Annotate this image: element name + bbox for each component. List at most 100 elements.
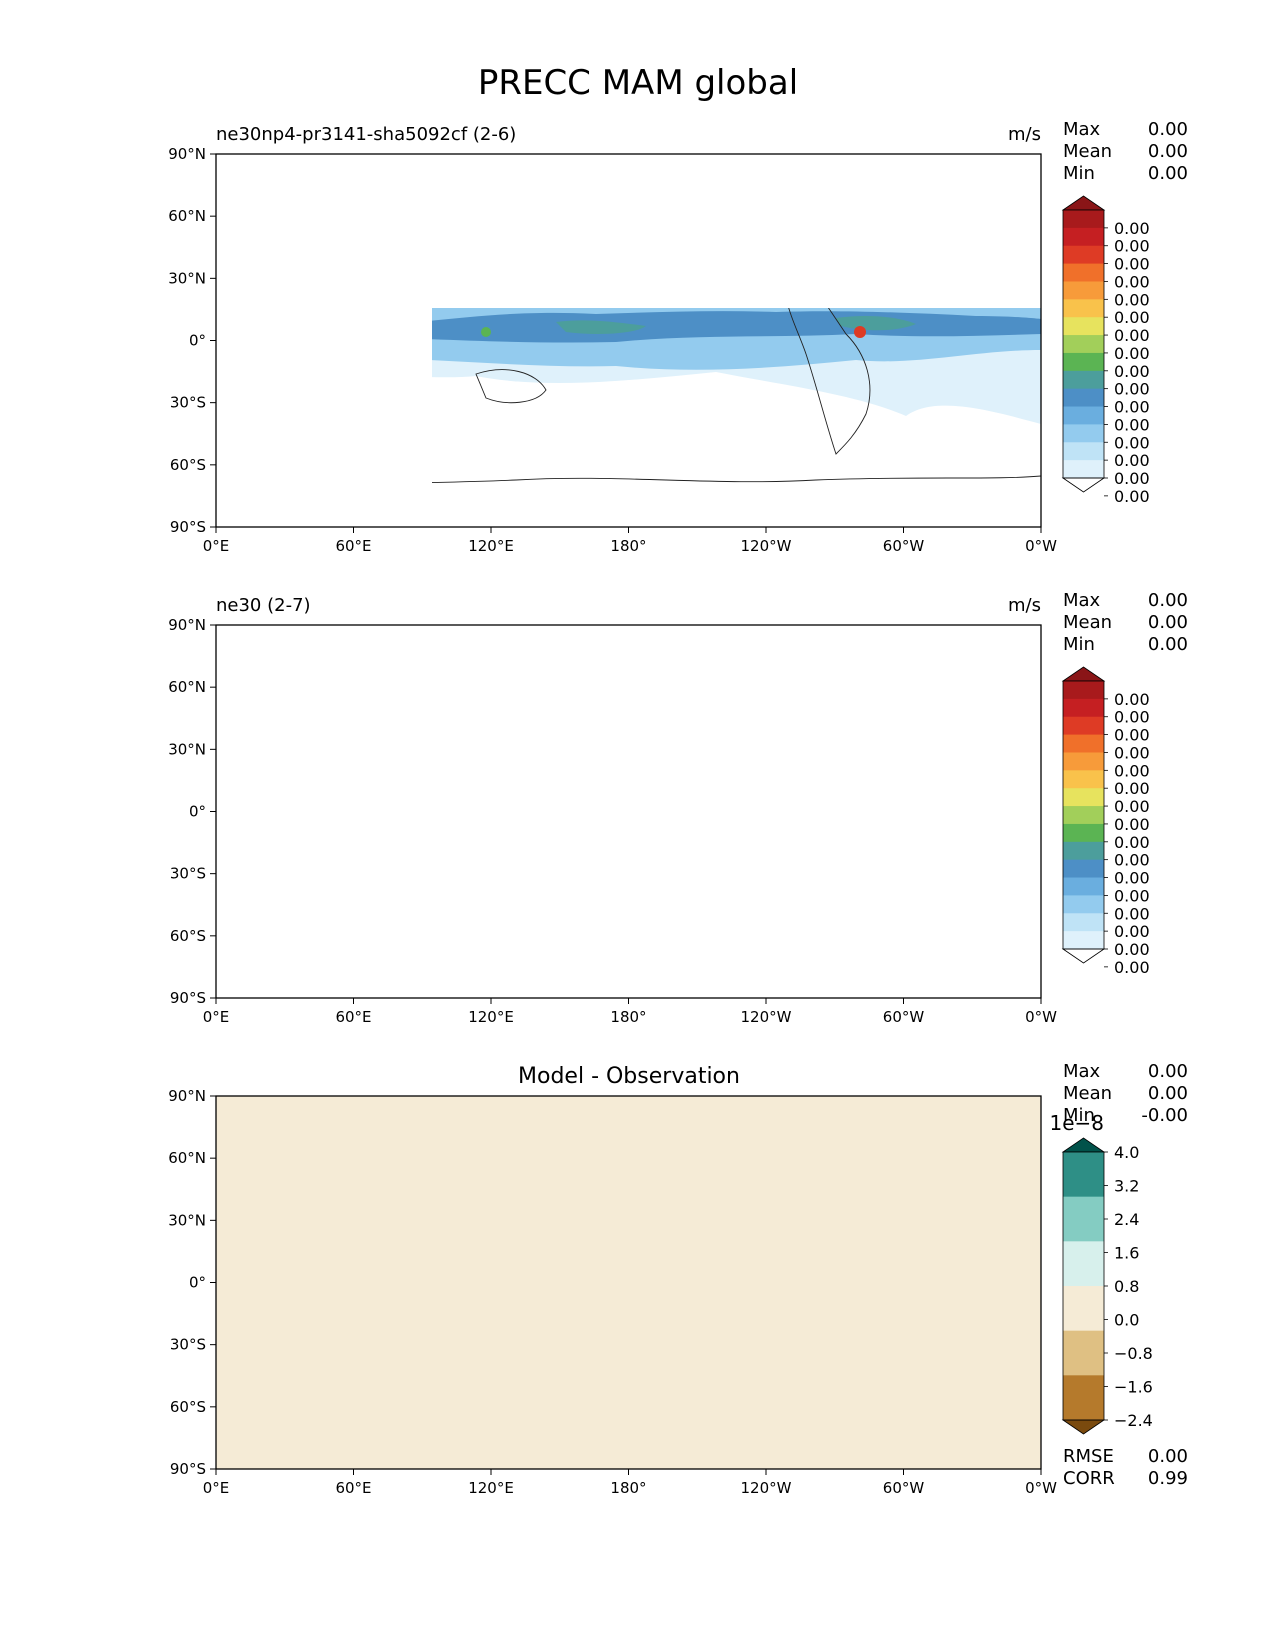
stat-mean-label: Mean [1063, 1083, 1112, 1104]
colorbar-swatch [1063, 681, 1104, 700]
colorbar-label: 0.00 [1114, 743, 1150, 762]
colorbar-label: 0.00 [1114, 815, 1150, 834]
y-tick-label: 30°S [170, 865, 206, 883]
y-tick-label: 90°N [168, 1087, 206, 1105]
x-tick-label: 120°E [468, 537, 514, 555]
colorbar-swatch [1063, 1330, 1104, 1376]
colorbar-swatch [1063, 210, 1104, 229]
stat-max-value: 0.00 [1148, 1061, 1188, 1082]
colorbar-label: 0.00 [1114, 833, 1150, 852]
colorbar-label: 0.00 [1114, 344, 1150, 363]
colorbar-extend-min [1061, 1419, 1106, 1435]
x-tick-label: 60°W [883, 1479, 925, 1497]
stat-mean-value: 0.00 [1148, 612, 1188, 633]
colorbar-label: 0.00 [1114, 398, 1150, 417]
stat-max-label: Max [1063, 119, 1101, 140]
y-tick-label: 90°S [170, 989, 206, 1007]
x-tick-label: 120°E [468, 1479, 514, 1497]
stat-min-value: 0.00 [1148, 634, 1188, 655]
colorbar-extend-min [1061, 948, 1106, 964]
colorbar-outline [1062, 680, 1105, 950]
colorbar-label: 0.00 [1114, 761, 1150, 780]
stats-block: Max 0.00 Mean 0.00 Min 0.00 [1063, 590, 1188, 655]
colorbar-label: 0.00 [1114, 886, 1150, 905]
x-tick-label: 0°W [1025, 1008, 1057, 1026]
colorbar-label: 0.00 [1114, 797, 1150, 816]
colorbar-label: 0.0 [1114, 1311, 1139, 1330]
coastlines [432, 308, 1042, 484]
stat-mean-label: Mean [1063, 141, 1112, 162]
stat-max-label: Max [1063, 590, 1101, 611]
colorbar-swatch [1063, 263, 1104, 282]
colorbar-swatch [1063, 931, 1104, 950]
colorbar-label: 0.00 [1114, 940, 1150, 959]
y-tick-label: 60°S [170, 927, 206, 945]
x-axis: 0°E 60°E 120°E 180° 120°W 60°W 0°W [203, 998, 1057, 1026]
colorbar-swatch [1063, 460, 1104, 479]
stat-min-label: Min [1063, 634, 1095, 655]
stat-max-label: Max [1063, 1061, 1101, 1082]
colorbar-extend-max [1061, 195, 1106, 211]
colorbar-swatch [1063, 770, 1104, 789]
stat-max-value: 0.00 [1148, 119, 1188, 140]
colorbar-extend-max [1061, 1137, 1106, 1153]
colorbar: 0.000.000.000.000.000.000.000.000.000.00… [1061, 666, 1150, 977]
x-tick-label: 0°W [1025, 1479, 1057, 1497]
panel-title-left: ne30np4-pr3141-sha5092cf (2-6) [216, 124, 516, 145]
y-tick-label: 30°N [168, 1211, 206, 1229]
colorbar-label: 0.00 [1114, 708, 1150, 727]
x-tick-label: 120°E [468, 1008, 514, 1026]
precip-peak-maritime [481, 327, 491, 337]
colorbar-swatch [1063, 317, 1104, 336]
precip-peak-americas [854, 326, 866, 338]
x-tick-label: 60°W [883, 537, 925, 555]
colorbar-swatch [1063, 877, 1104, 896]
stat-min-label: Min [1063, 163, 1095, 184]
colorbar-swatch [1063, 788, 1104, 807]
y-tick-label: 60°N [168, 1149, 206, 1167]
y-axis: 90°N 60°N 30°N 0° 30°S 60°S 90°S [168, 145, 216, 536]
colorbar-label: 0.8 [1114, 1277, 1139, 1296]
stat-max-value: 0.00 [1148, 590, 1188, 611]
colorbar-label: 0.00 [1114, 326, 1150, 345]
y-tick-label: 60°S [170, 456, 206, 474]
colorbar-swatch [1063, 859, 1104, 879]
colorbar-swatch [1063, 1375, 1104, 1421]
colorbar-label: 0.00 [1114, 690, 1150, 709]
y-tick-label: 30°N [168, 269, 206, 287]
y-tick-label: 90°N [168, 145, 206, 163]
x-tick-label: 180° [610, 1479, 646, 1497]
colorbar-swatch [1063, 370, 1104, 390]
colorbar-label: 0.00 [1114, 237, 1150, 256]
colorbar-swatch [1063, 281, 1104, 300]
colorbar-label: 0.00 [1114, 415, 1150, 434]
colorbar-label: 0.00 [1114, 219, 1150, 238]
colorbar-label: 0.00 [1114, 380, 1150, 399]
colorbar-label: 0.00 [1114, 851, 1150, 870]
colorbar-swatch [1063, 1152, 1104, 1198]
stats-block: Max 0.00 Mean 0.00 Min -0.00 [1063, 1061, 1188, 1126]
y-axis: 90°N 60°N 30°N 0° 30°S 60°S 90°S [168, 1087, 216, 1478]
colorbar-swatch [1063, 841, 1104, 861]
colorbar-swatch [1063, 388, 1104, 408]
x-tick-label: 120°W [741, 1479, 792, 1497]
colorbar-label: 0.00 [1114, 487, 1150, 506]
y-tick-label: 0° [189, 803, 206, 821]
colorbar-label: 1.6 [1114, 1244, 1139, 1263]
colorbar-swatch [1063, 823, 1104, 843]
rmse-label: RMSE [1063, 1446, 1114, 1467]
rmse-value: 0.00 [1148, 1446, 1188, 1467]
x-tick-label: 0°E [203, 1008, 230, 1026]
corr-label: CORR [1063, 1468, 1115, 1489]
panel-reference: ne30 (2-7) m/s Max 0.00 Mean 0.00 Min 0.… [168, 590, 1188, 1026]
map-background [216, 625, 1041, 998]
y-tick-label: 90°N [168, 616, 206, 634]
stat-mean-label: Mean [1063, 612, 1112, 633]
stat-min-value: 0.00 [1148, 163, 1188, 184]
colorbar-label: 0.00 [1114, 958, 1150, 977]
stat-mean-value: 0.00 [1148, 141, 1188, 162]
precip-field [432, 308, 1041, 424]
colorbar-swatch [1063, 335, 1104, 354]
colorbar-swatch [1063, 299, 1104, 318]
